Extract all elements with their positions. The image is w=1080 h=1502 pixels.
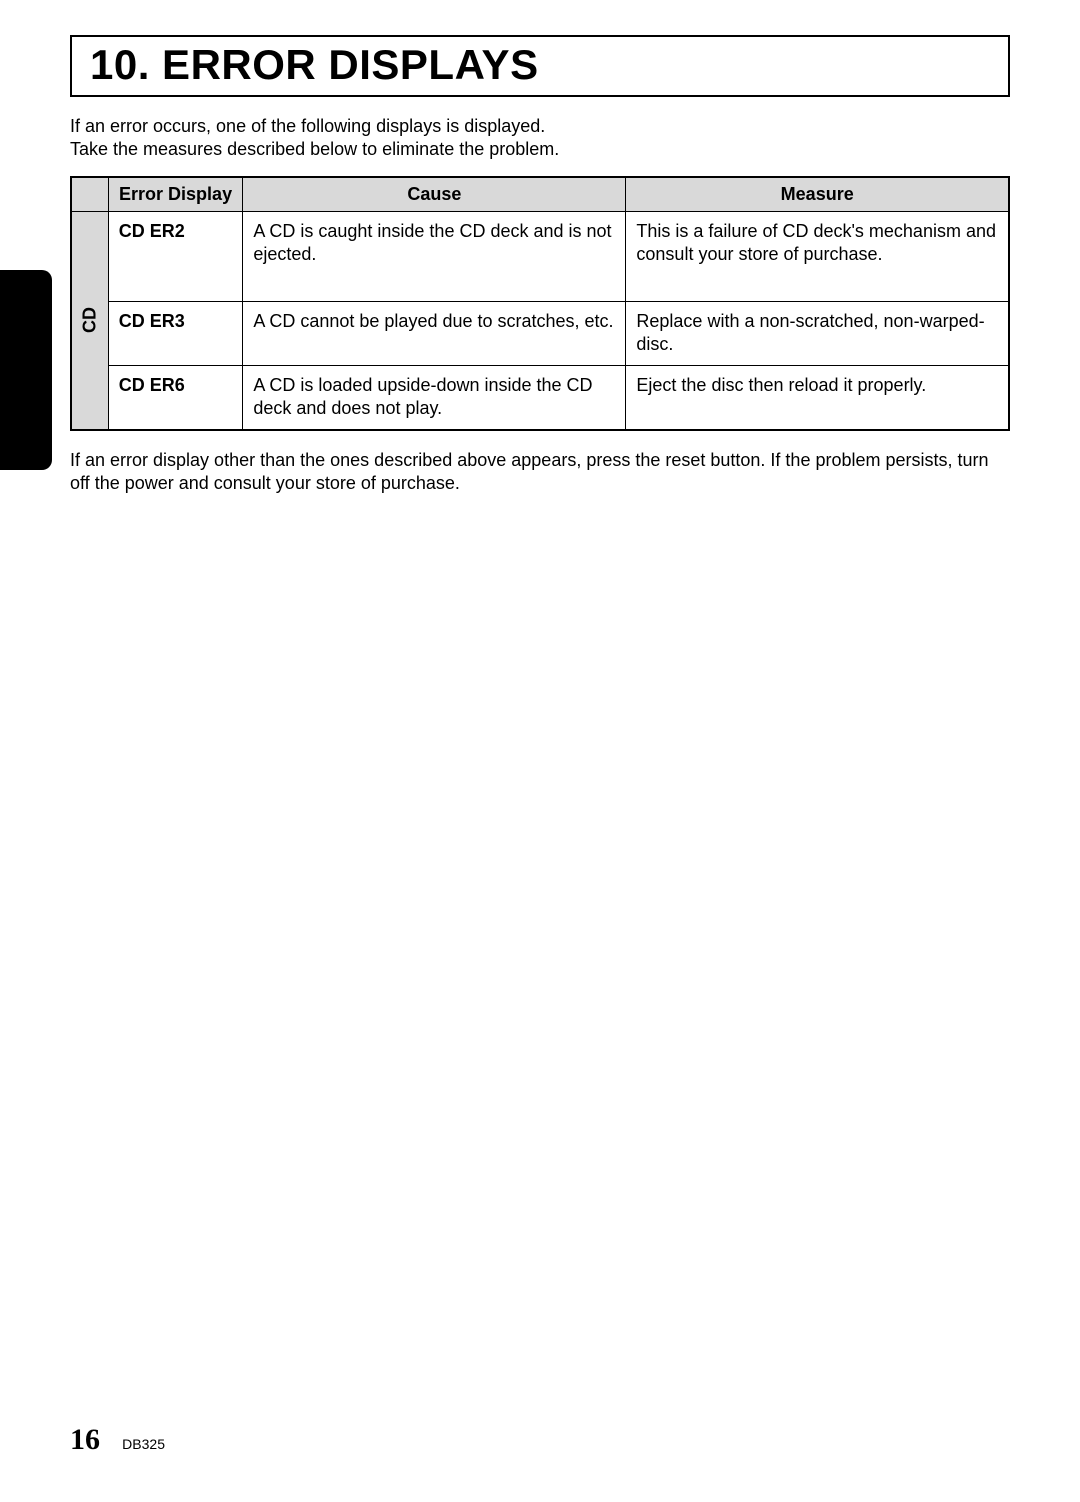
intro-line-1: If an error occurs, one of the following… [70,115,1010,138]
outro-text: If an error display other than the ones … [70,449,1010,496]
error-measure: Eject the disc then reload it properly. [626,365,1009,429]
header-group-blank [71,177,108,212]
group-label: CD [78,307,101,333]
error-code: CD ER6 [108,365,243,429]
table-row: CD ER3 A CD cannot be played due to scra… [71,302,1009,366]
page-number: 16 [70,1423,100,1456]
error-measure: This is a failure of CD deck's mechanism… [626,212,1009,302]
side-tab [0,270,52,470]
header-cause: Cause [243,177,626,212]
error-cause: A CD cannot be played due to scratches, … [243,302,626,366]
intro-line-2: Take the measures described below to eli… [70,138,1010,161]
error-cause: A CD is caught inside the CD deck and is… [243,212,626,302]
error-table: Error Display Cause Measure CD CD ER2 A … [70,176,1010,431]
model-label: DB325 [122,1436,165,1452]
table-row: CD CD ER2 A CD is caught inside the CD d… [71,212,1009,302]
content-area: 10. ERROR DISPLAYS If an error occurs, o… [70,35,1010,495]
error-code: CD ER2 [108,212,243,302]
table-row: CD ER6 A CD is loaded upside-down inside… [71,365,1009,429]
error-measure: Replace with a non-scratched, non-warped… [626,302,1009,366]
footer: 16 DB325 [70,1423,165,1457]
table-header-row: Error Display Cause Measure [71,177,1009,212]
group-label-cell: CD [71,212,108,430]
intro-text: If an error occurs, one of the following… [70,115,1010,160]
header-measure: Measure [626,177,1009,212]
title-box: 10. ERROR DISPLAYS [70,35,1010,97]
error-code: CD ER3 [108,302,243,366]
error-cause: A CD is loaded upside-down inside the CD… [243,365,626,429]
section-title: 10. ERROR DISPLAYS [90,41,990,89]
header-error-display: Error Display [108,177,243,212]
